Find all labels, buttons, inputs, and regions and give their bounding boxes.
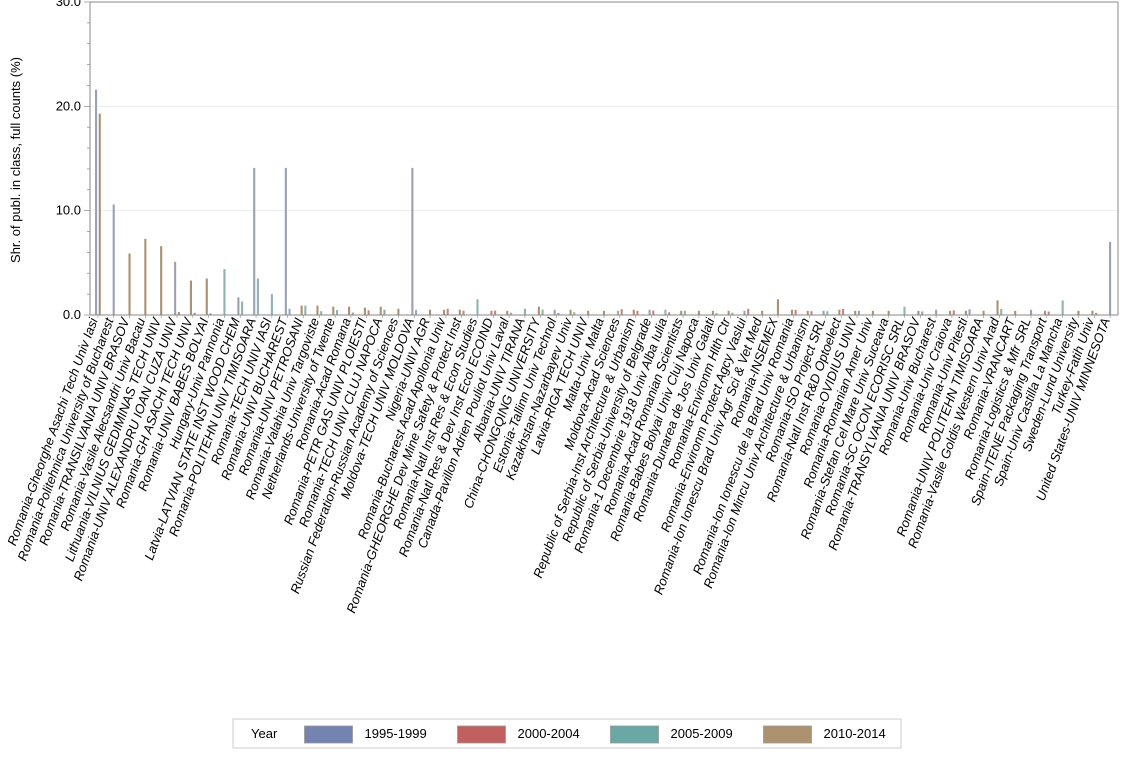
svg-text:Year: Year — [251, 726, 278, 741]
svg-text:2005-2009: 2005-2009 — [671, 726, 733, 741]
svg-text:1995-1999: 1995-1999 — [365, 726, 427, 741]
svg-text:2010-2014: 2010-2014 — [824, 726, 886, 741]
svg-text:Shr. of publ. in class, full c: Shr. of publ. in class, full counts (%) — [8, 57, 23, 263]
svg-text:2000-2004: 2000-2004 — [518, 726, 580, 741]
svg-text:30.0: 30.0 — [56, 0, 81, 9]
svg-text:0.0: 0.0 — [63, 307, 81, 322]
svg-text:20.0: 20.0 — [56, 98, 81, 113]
svg-text:10.0: 10.0 — [56, 203, 81, 218]
